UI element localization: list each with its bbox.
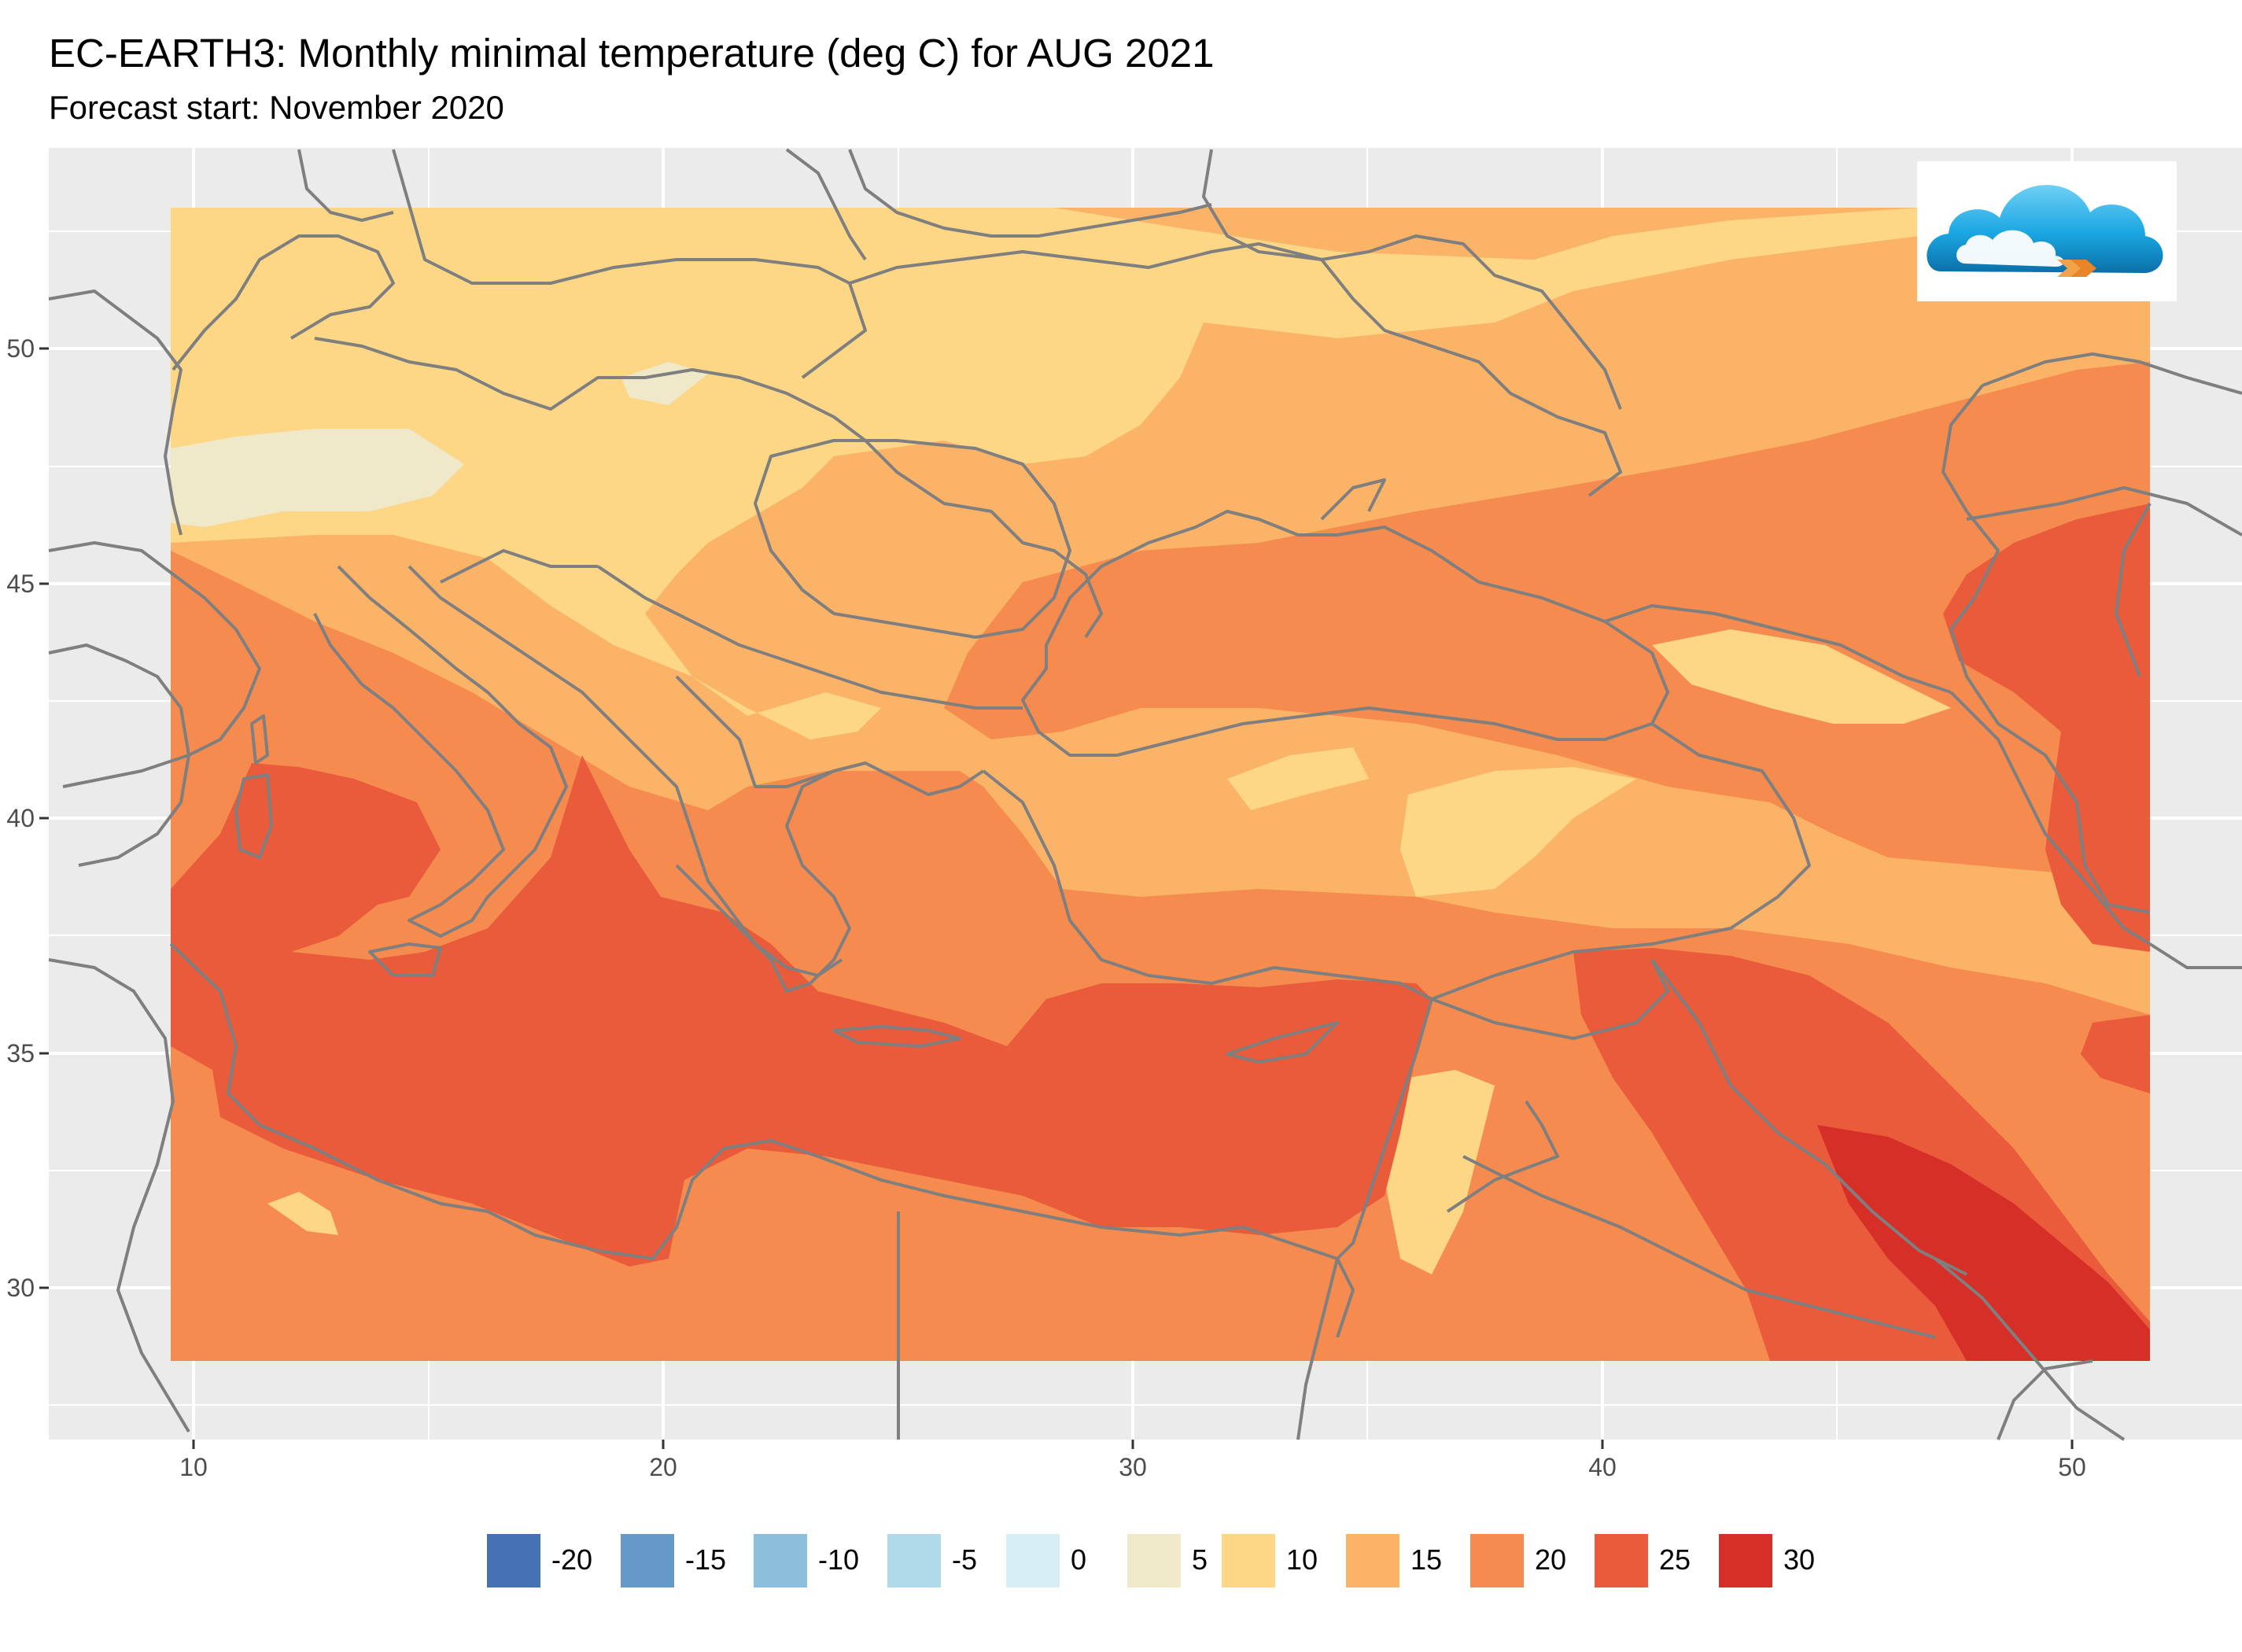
page-title: EC-EARTH3: Monthly minimal temperature (… <box>49 31 1215 76</box>
legend-label: -20 <box>551 1543 593 1576</box>
coastline-turkey-south <box>982 769 1433 1001</box>
border-russia <box>1202 149 1622 410</box>
coastline-italy <box>313 565 568 938</box>
color-legend: -20 -15 -10 -5 0 5 10 15 20 25 30 <box>0 1534 2242 1597</box>
contour-band-5-alps <box>171 429 464 527</box>
border-poland-west <box>297 149 394 222</box>
y-axis-labels: 50 45 40 35 30 <box>6 334 35 1302</box>
border-ukraine <box>849 242 1622 497</box>
legend-label: 15 <box>1410 1543 1443 1576</box>
legend-swatch <box>1470 1534 1524 1587</box>
coastline-sardinia <box>234 773 273 859</box>
contour-band-10-levant <box>1385 1070 1495 1274</box>
coastline-caspian-east <box>2115 503 2152 677</box>
legend-label: 20 <box>1535 1543 1567 1576</box>
legend-swatch <box>887 1534 941 1587</box>
coastline-sicily <box>368 942 442 977</box>
border-iraq <box>1650 958 1967 1276</box>
coastline-corsica <box>250 714 269 765</box>
border-belarus <box>848 149 1212 238</box>
border-europe-west <box>48 643 190 867</box>
legend-label: -10 <box>818 1543 860 1576</box>
legend-swatch <box>487 1534 540 1587</box>
legend-label: 25 <box>1659 1543 1691 1576</box>
border-france <box>48 541 261 788</box>
border-poland <box>392 149 867 379</box>
cloud-logo-icon <box>1927 185 2163 277</box>
coastline-red-sea <box>1296 1258 1339 1440</box>
border-russia-south <box>1982 352 2242 395</box>
border-germany <box>171 234 395 371</box>
border-balkan-west <box>440 549 598 584</box>
contour-band-10-turkey-b <box>1227 747 1369 810</box>
contour-band-30 <box>1817 1125 2150 1361</box>
coastline-persian-gulf <box>1934 1257 2126 1441</box>
axis-ticks <box>39 347 2074 1449</box>
page-subtitle: Forecast start: November 2020 <box>49 89 504 126</box>
border-romania <box>754 439 1071 639</box>
x-tick-label: 40 <box>1588 1453 1617 1481</box>
y-tick-label: 30 <box>6 1274 35 1302</box>
temperature-map: 50 45 40 35 30 10 20 30 40 50 <box>6 148 2242 1481</box>
contour-band-10 <box>171 208 1919 739</box>
border-iran <box>1949 691 2152 946</box>
border-caucasus <box>1604 604 1952 694</box>
legend-swatch <box>1222 1534 1275 1587</box>
y-tick-label: 45 <box>6 570 35 598</box>
y-tick-label: 35 <box>6 1039 35 1068</box>
contour-band-25-caspian <box>2081 1015 2150 1093</box>
border-east-edge <box>2148 942 2242 969</box>
border-arabia <box>1997 1359 2093 1440</box>
coastline-greece <box>675 761 985 993</box>
border-kazakh <box>1966 486 2242 537</box>
contour-band-10-africa <box>267 1192 338 1235</box>
border-turkey-east <box>1431 722 1811 1001</box>
coastline-north-africa <box>169 942 1355 1338</box>
coastline-levant <box>1336 998 1433 1260</box>
border-jordan <box>1446 1100 1559 1213</box>
coastline-adriatic <box>407 565 843 977</box>
x-tick-label: 10 <box>179 1453 208 1481</box>
contour-band-25-west <box>171 755 1432 1267</box>
contour-band-10-turkey <box>1400 767 1636 897</box>
legend-label: -5 <box>952 1543 978 1576</box>
contour-band-10-caucasus <box>1652 629 1951 724</box>
legend-label: 10 <box>1286 1543 1318 1576</box>
temperature-contours <box>171 208 2150 1361</box>
legend-swatch <box>1719 1534 1772 1587</box>
y-tick-label: 50 <box>6 334 35 363</box>
legend-swatch <box>621 1534 674 1587</box>
x-tick-label: 50 <box>2058 1453 2086 1481</box>
border-north-africa-west <box>48 958 190 1433</box>
legend-swatch <box>1006 1534 1060 1587</box>
legend-label: -15 <box>685 1543 727 1576</box>
cloud-logo <box>1917 161 2177 301</box>
contour-band-25-east <box>1943 503 2150 952</box>
border-balkans-2 <box>675 675 835 788</box>
legend-swatch <box>754 1534 807 1587</box>
legend-label: 30 <box>1783 1543 1816 1576</box>
legend-label: 0 <box>1071 1543 1087 1576</box>
border-saudi <box>1462 1155 1936 1339</box>
x-tick-label: 30 <box>1119 1453 1147 1481</box>
legend-label: 5 <box>1192 1543 1208 1576</box>
coastline-crete <box>832 1025 961 1048</box>
coastline-caspian <box>1941 384 2151 914</box>
border-central-europe <box>314 337 1103 639</box>
coastline-cyprus <box>1226 1021 1339 1064</box>
border-lithuania <box>785 148 867 261</box>
coastline-black-sea <box>1021 510 1669 757</box>
legend-swatch <box>1595 1534 1648 1587</box>
coastline-azov <box>1320 478 1386 521</box>
y-tick-label: 40 <box>6 804 35 832</box>
border-iraq-syria <box>1431 959 1669 1040</box>
legend-swatch <box>1127 1534 1181 1587</box>
x-tick-label: 20 <box>649 1453 677 1481</box>
border-france-north <box>48 289 183 536</box>
legend-swatch <box>1346 1534 1399 1587</box>
x-axis-labels: 10 20 30 40 50 <box>179 1453 2086 1481</box>
border-balkans <box>596 565 1023 710</box>
country-borders <box>48 148 2242 1441</box>
contour-band-5-carpathians <box>621 362 708 405</box>
